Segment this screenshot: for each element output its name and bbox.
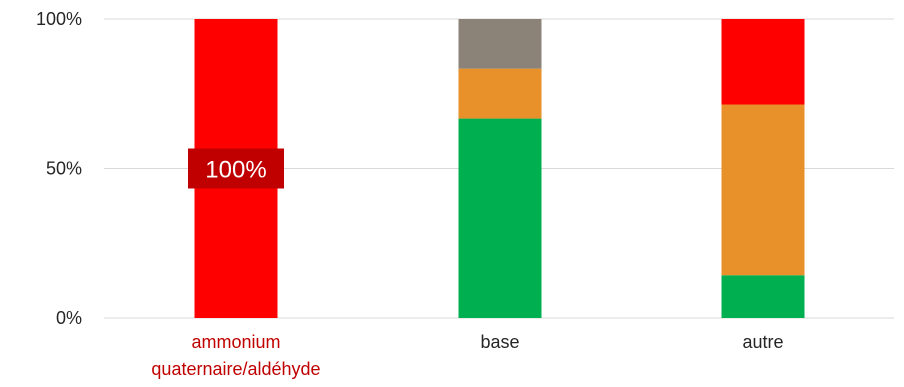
x-category-label: autre	[742, 332, 783, 352]
x-category-label: ammonium	[191, 332, 280, 352]
x-axis-category-labels: ammonium quaternaire/aldéhyde base autre	[151, 332, 783, 379]
bar-segment	[721, 19, 805, 105]
y-axis-ticks: 0% 50% 100%	[36, 9, 82, 328]
bar-segment	[721, 104, 805, 276]
bar-segment	[458, 118, 542, 318]
y-tick-label: 0%	[56, 308, 82, 328]
bar-segment	[721, 275, 805, 318]
x-category-label: base	[480, 332, 519, 352]
x-category-label: quaternaire/aldéhyde	[151, 359, 320, 379]
bar-segment	[458, 68, 542, 119]
data-label: 100%	[205, 157, 266, 184]
y-tick-label: 50%	[46, 159, 82, 179]
y-tick-label: 100%	[36, 9, 82, 29]
data-label-box	[188, 148, 284, 189]
data-labels: 100%	[188, 148, 284, 189]
bar-segment	[458, 19, 542, 69]
